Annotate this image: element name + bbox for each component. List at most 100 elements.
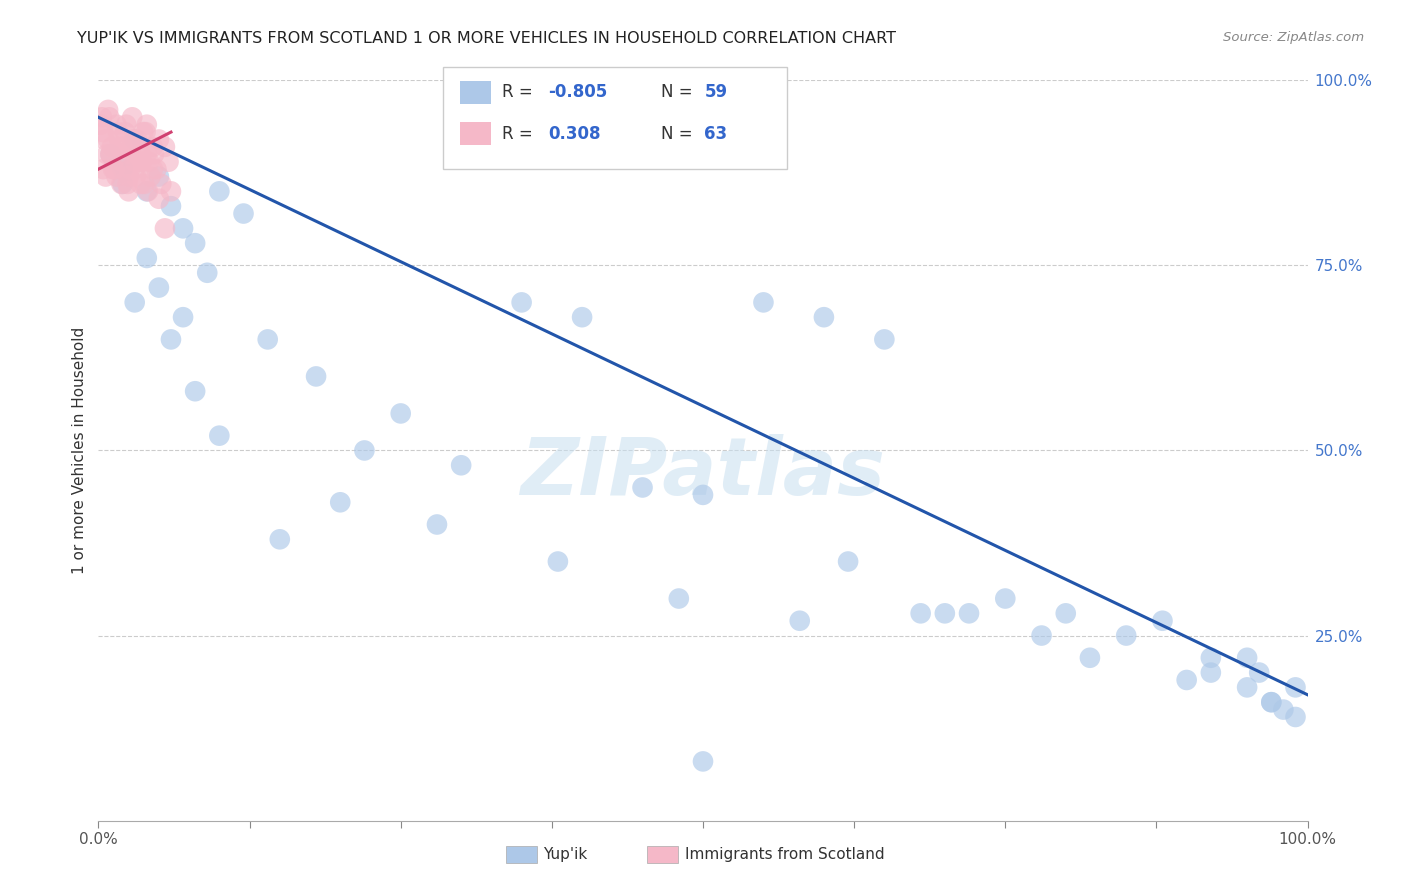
- Text: 0.308: 0.308: [548, 125, 600, 143]
- Point: [160, 184, 183, 198]
- Point: [111, 162, 134, 177]
- Point: [118, 162, 141, 177]
- Point: [121, 111, 143, 125]
- Point: [142, 162, 165, 177]
- Point: [148, 169, 170, 184]
- Point: [692, 488, 714, 502]
- Point: [1175, 673, 1198, 687]
- Point: [256, 333, 278, 347]
- Text: 59: 59: [704, 83, 727, 101]
- Point: [125, 169, 148, 184]
- Point: [138, 154, 160, 169]
- Point: [1152, 614, 1174, 628]
- Point: [122, 132, 145, 146]
- Point: [127, 140, 149, 154]
- Point: [389, 407, 412, 421]
- Point: [98, 111, 121, 125]
- Point: [128, 154, 150, 169]
- Point: [1031, 628, 1053, 642]
- Point: [837, 555, 859, 569]
- Text: ZIPatlas: ZIPatlas: [520, 434, 886, 512]
- Point: [91, 111, 114, 125]
- Point: [160, 199, 183, 213]
- Point: [91, 162, 114, 177]
- Point: [510, 295, 533, 310]
- Point: [94, 169, 117, 184]
- Point: [115, 118, 138, 132]
- Point: [1272, 703, 1295, 717]
- Point: [813, 310, 835, 325]
- Point: [1115, 628, 1137, 642]
- Point: [127, 132, 149, 146]
- Point: [135, 184, 157, 198]
- Point: [114, 125, 136, 139]
- Point: [1260, 695, 1282, 709]
- Text: Yup'ik: Yup'ik: [543, 847, 586, 862]
- Point: [90, 118, 112, 132]
- Point: [1236, 650, 1258, 665]
- Point: [135, 125, 157, 139]
- Text: Immigrants from Scotland: Immigrants from Scotland: [685, 847, 884, 862]
- Point: [160, 333, 183, 347]
- Point: [148, 192, 170, 206]
- Point: [142, 140, 165, 154]
- Point: [150, 177, 173, 191]
- Point: [135, 147, 157, 161]
- Point: [112, 147, 135, 161]
- Text: R =: R =: [502, 125, 543, 143]
- Point: [172, 310, 194, 325]
- Point: [124, 132, 146, 146]
- Y-axis label: 1 or more Vehicles in Household: 1 or more Vehicles in Household: [72, 326, 87, 574]
- Point: [108, 132, 131, 146]
- Point: [329, 495, 352, 509]
- Point: [104, 162, 127, 177]
- Point: [148, 132, 170, 146]
- Point: [148, 280, 170, 294]
- Point: [184, 384, 207, 399]
- Text: -0.805: -0.805: [548, 83, 607, 101]
- Point: [108, 140, 131, 154]
- Point: [105, 169, 128, 184]
- Point: [934, 607, 956, 621]
- Point: [129, 147, 152, 161]
- Point: [692, 755, 714, 769]
- Point: [131, 154, 153, 169]
- Point: [93, 132, 115, 146]
- Point: [101, 162, 124, 177]
- Point: [353, 443, 375, 458]
- Point: [96, 147, 118, 161]
- Point: [97, 132, 120, 146]
- Point: [100, 140, 122, 154]
- Point: [1054, 607, 1077, 621]
- Text: N =: N =: [661, 83, 697, 101]
- Point: [111, 140, 134, 154]
- Point: [172, 221, 194, 235]
- Point: [994, 591, 1017, 606]
- Point: [135, 251, 157, 265]
- Point: [143, 147, 166, 161]
- Point: [136, 184, 159, 198]
- Point: [153, 221, 176, 235]
- Text: N =: N =: [661, 125, 697, 143]
- Point: [547, 555, 569, 569]
- Point: [111, 177, 134, 191]
- Point: [668, 591, 690, 606]
- Point: [139, 169, 162, 184]
- Point: [135, 118, 157, 132]
- Point: [232, 206, 254, 220]
- Point: [910, 607, 932, 621]
- Text: 63: 63: [704, 125, 727, 143]
- Point: [208, 428, 231, 442]
- Point: [118, 169, 141, 184]
- Point: [157, 154, 180, 169]
- Point: [107, 125, 129, 139]
- Point: [450, 458, 472, 473]
- Point: [571, 310, 593, 325]
- Point: [124, 154, 146, 169]
- Point: [105, 118, 128, 132]
- Point: [195, 266, 218, 280]
- Point: [957, 607, 980, 621]
- Text: YUP'IK VS IMMIGRANTS FROM SCOTLAND 1 OR MORE VEHICLES IN HOUSEHOLD CORRELATION C: YUP'IK VS IMMIGRANTS FROM SCOTLAND 1 OR …: [77, 31, 897, 46]
- Point: [91, 125, 114, 139]
- Point: [269, 533, 291, 547]
